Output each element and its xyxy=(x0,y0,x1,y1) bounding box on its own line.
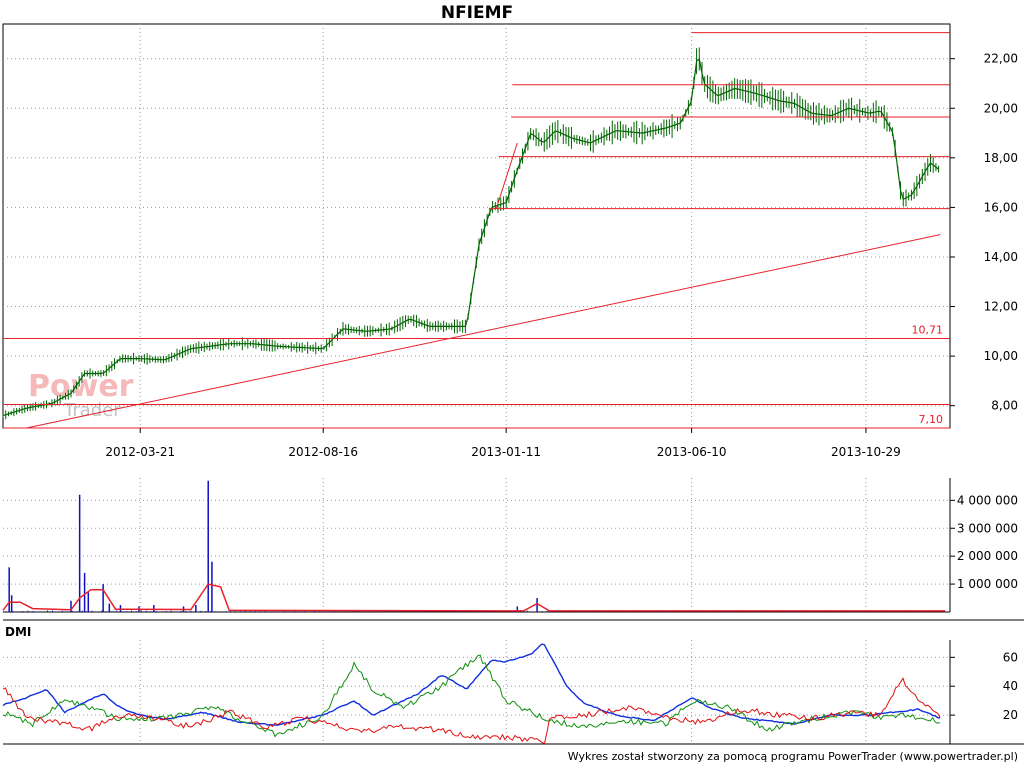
x-tick-label: 2013-01-11 xyxy=(471,445,541,459)
trend-line xyxy=(26,234,941,429)
price-y-tick-label: 8,00 xyxy=(991,399,1018,413)
dmi-y-tick-label: 40 xyxy=(1003,679,1018,693)
price-y-tick-label: 16,00 xyxy=(984,200,1018,214)
x-tick-label: 2013-10-29 xyxy=(831,445,901,459)
dmi-plus_di-line xyxy=(2,654,941,738)
x-tick-label: 2012-03-21 xyxy=(105,445,175,459)
volume-y-tick-label: 1 000 000 xyxy=(957,577,1018,591)
price-close-line xyxy=(2,57,939,417)
watermark-trader: Trader xyxy=(63,400,121,421)
dmi-minus_di-line xyxy=(2,677,941,745)
watermark-power: Power xyxy=(28,369,134,404)
dmi-y-tick-label: 60 xyxy=(1003,650,1018,664)
price-y-tick-label: 22,00 xyxy=(984,52,1018,66)
dmi-layer xyxy=(2,643,941,745)
x-tick-label: 2012-08-16 xyxy=(288,445,358,459)
axis-layer: 2012-03-21 2012-08-16 2013-01-11 2013-06-10… xyxy=(105,52,1018,722)
dmi-y-tick-label: 20 xyxy=(1003,708,1018,722)
price-y-tick-label: 20,00 xyxy=(984,101,1018,115)
price-layer xyxy=(2,47,940,420)
dmi-adx-line xyxy=(2,643,941,726)
grid-layer xyxy=(3,24,950,744)
chart-title: NFIEMF xyxy=(441,3,513,23)
price-level-label: 10,71 xyxy=(912,324,944,337)
dmi-panel-title: DMI xyxy=(5,625,31,639)
volume-y-tick-label: 2 000 000 xyxy=(957,549,1018,563)
price-y-tick-label: 10,00 xyxy=(984,349,1018,363)
trend-line xyxy=(495,142,518,209)
volume-layer xyxy=(2,480,946,612)
volume-y-tick-label: 4 000 000 xyxy=(957,493,1018,507)
footer-credit: Wykres został stworzony za pomocą progra… xyxy=(568,750,1018,763)
level-layer: 7,10 10,71 xyxy=(3,32,950,429)
volume-y-tick-label: 3 000 000 xyxy=(957,521,1018,535)
price-y-tick-label: 14,00 xyxy=(984,250,1018,264)
x-tick-label: 2013-06-10 xyxy=(657,445,727,459)
price-y-tick-label: 18,00 xyxy=(984,151,1018,165)
price-level-label: 7,10 xyxy=(919,413,944,426)
powertrader-watermark: Power Trader xyxy=(28,369,134,421)
price-y-tick-label: 12,00 xyxy=(984,300,1018,314)
volume-average-line xyxy=(2,583,946,612)
